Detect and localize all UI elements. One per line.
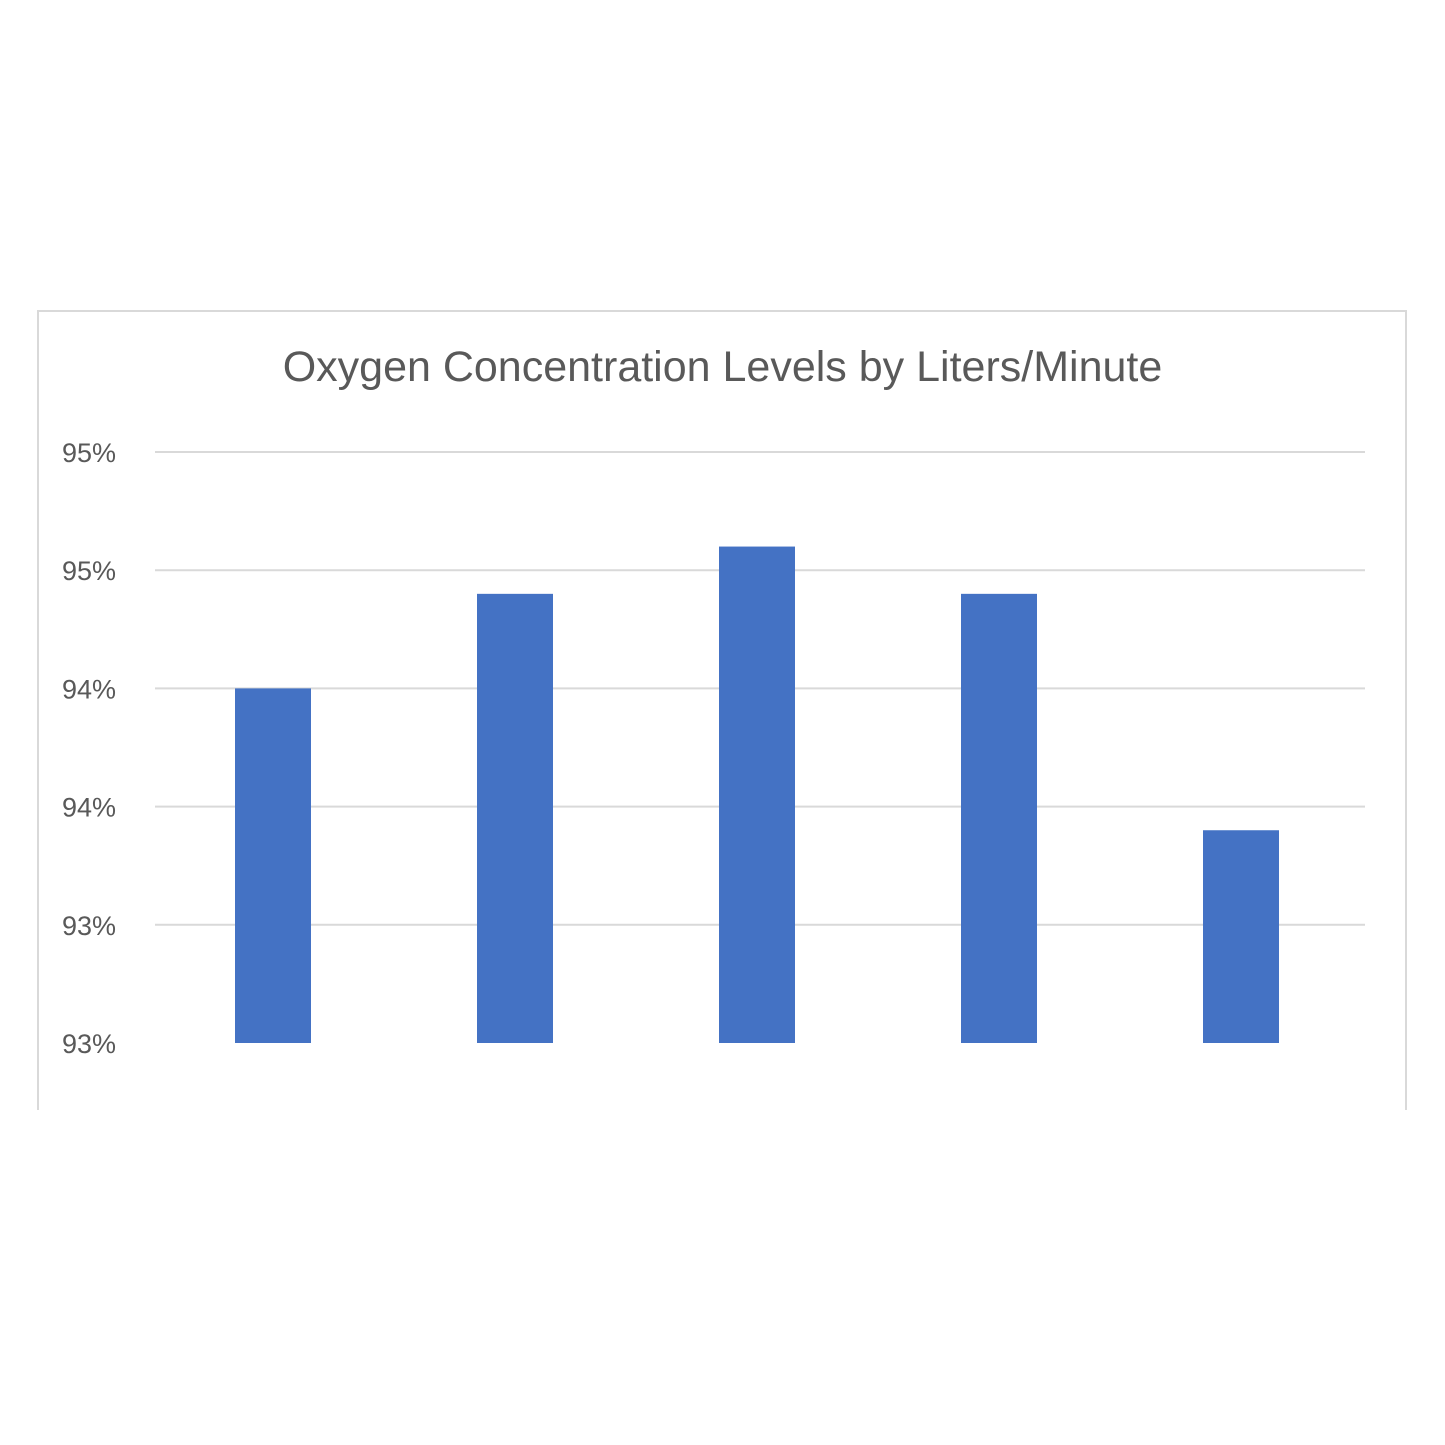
y-tick-label: 94% [62, 793, 116, 823]
bar [477, 593, 553, 1043]
bar [719, 546, 795, 1043]
bar [961, 593, 1037, 1043]
y-tick-label: 95% [62, 438, 116, 468]
bar [235, 688, 311, 1043]
y-tick-label: 93% [62, 911, 116, 941]
y-tick-label: 93% [62, 1029, 116, 1059]
bar [1203, 830, 1279, 1043]
chart-title: Oxygen Concentration Levels by Liters/Mi… [282, 343, 1163, 391]
y-tick-label: 95% [62, 556, 116, 586]
y-tick-label: 94% [62, 674, 116, 704]
